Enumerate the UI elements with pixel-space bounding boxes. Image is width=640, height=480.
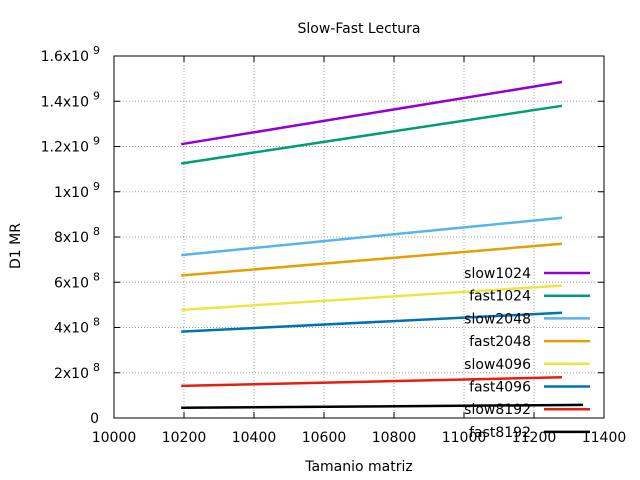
x-tick-label: 10600 — [302, 430, 347, 446]
y-tick-label: 4x10 8 — [54, 316, 100, 337]
grid-lines — [114, 56, 604, 418]
x-axis-label: Tamanio matriz — [304, 459, 413, 475]
series-line-slow4096 — [181, 284, 563, 312]
y-tick-exponent: 9 — [93, 44, 100, 57]
x-tick-label: 11000 — [442, 430, 487, 446]
series-line-fast1024 — [181, 104, 563, 165]
y-tick-mantissa: 6x10 — [54, 275, 89, 291]
y-tick-exponent: 9 — [93, 180, 100, 193]
series-line-slow1024 — [180, 80, 563, 146]
y-tick-exponent: 9 — [93, 89, 100, 102]
y-tick-mantissa: 1x10 — [54, 185, 89, 201]
series-lines — [180, 80, 584, 410]
tick-marks — [113, 55, 605, 419]
legend-label: slow8192 — [464, 402, 531, 418]
legend-label: slow2048 — [464, 311, 531, 327]
y-tick-mantissa: 2x10 — [54, 366, 89, 382]
y-tick-label: 0 — [90, 411, 99, 427]
y-axis-label: D1 MR — [8, 223, 24, 269]
x-tick-labels: 10000 10200 10400 10600 10800 11000 11200 11400 — [92, 430, 627, 446]
legend-label: slow4096 — [464, 357, 531, 373]
legend-label: fast8192 — [469, 425, 531, 441]
y-tick-exponent: 8 — [93, 225, 100, 238]
y-tick-exponent: 9 — [93, 135, 100, 148]
y-tick-exponent: 8 — [93, 270, 100, 283]
legend: slow1024 fast1024 slow2048 fast2048 slow4096… — [464, 266, 590, 441]
x-tick-label: 11400 — [582, 430, 627, 446]
legend-item-fast1024: fast1024 — [469, 289, 590, 305]
legend-item-slow8192: slow8192 — [464, 402, 590, 418]
x-tick-label: 11200 — [512, 430, 557, 446]
series-line-fast4096 — [181, 311, 563, 333]
y-tick-mantissa: 1.6x10 — [41, 49, 89, 65]
y-tick-mantissa: 4x10 — [54, 321, 89, 337]
legend-label: fast4096 — [469, 380, 531, 396]
legend-item-slow1024: slow1024 — [464, 266, 590, 282]
y-tick-exponent: 8 — [93, 361, 100, 374]
legend-item-slow4096: slow4096 — [464, 357, 590, 373]
x-tick-label: 10200 — [162, 430, 207, 446]
y-tick-exponent: 8 — [93, 316, 100, 329]
legend-label: fast2048 — [469, 334, 531, 350]
series-line-slow2048 — [181, 216, 563, 257]
y-tick-label: 1.4x10 9 — [41, 89, 100, 110]
y-tick-mantissa: 1.2x10 — [41, 140, 89, 156]
legend-item-fast4096: fast4096 — [469, 380, 590, 396]
y-tick-label: 2x10 8 — [54, 361, 100, 382]
legend-item-fast8192: fast8192 — [469, 425, 590, 441]
y-tick-labels: 0 2x10 8 4x10 8 6x10 8 8x10 8 1x10 9 1.2x10 9 1.4x10 9… — [41, 44, 100, 427]
y-tick-label: 1.2x10 9 — [41, 135, 100, 156]
series-line-fast2048 — [181, 242, 563, 277]
y-tick-label: 6x10 8 — [54, 270, 100, 291]
series-line-slow8192 — [181, 376, 563, 388]
y-tick-label: 8x10 8 — [54, 225, 100, 246]
legend-item-fast2048: fast2048 — [469, 334, 590, 350]
y-tick-label: 1.6x10 9 — [41, 44, 100, 65]
y-tick-mantissa: 0 — [90, 411, 99, 427]
x-tick-label: 10400 — [232, 430, 277, 446]
legend-label: slow1024 — [464, 266, 531, 282]
chart-title: Slow-Fast Lectura — [298, 21, 421, 37]
y-tick-mantissa: 1.4x10 — [41, 94, 89, 110]
y-tick-mantissa: 8x10 — [54, 230, 89, 246]
legend-label: fast1024 — [469, 289, 531, 305]
series-line-fast8192 — [181, 403, 584, 410]
x-tick-label: 10000 — [92, 430, 137, 446]
x-tick-label: 10800 — [372, 430, 417, 446]
legend-item-slow2048: slow2048 — [464, 311, 590, 327]
y-tick-label: 1x10 9 — [54, 180, 100, 201]
